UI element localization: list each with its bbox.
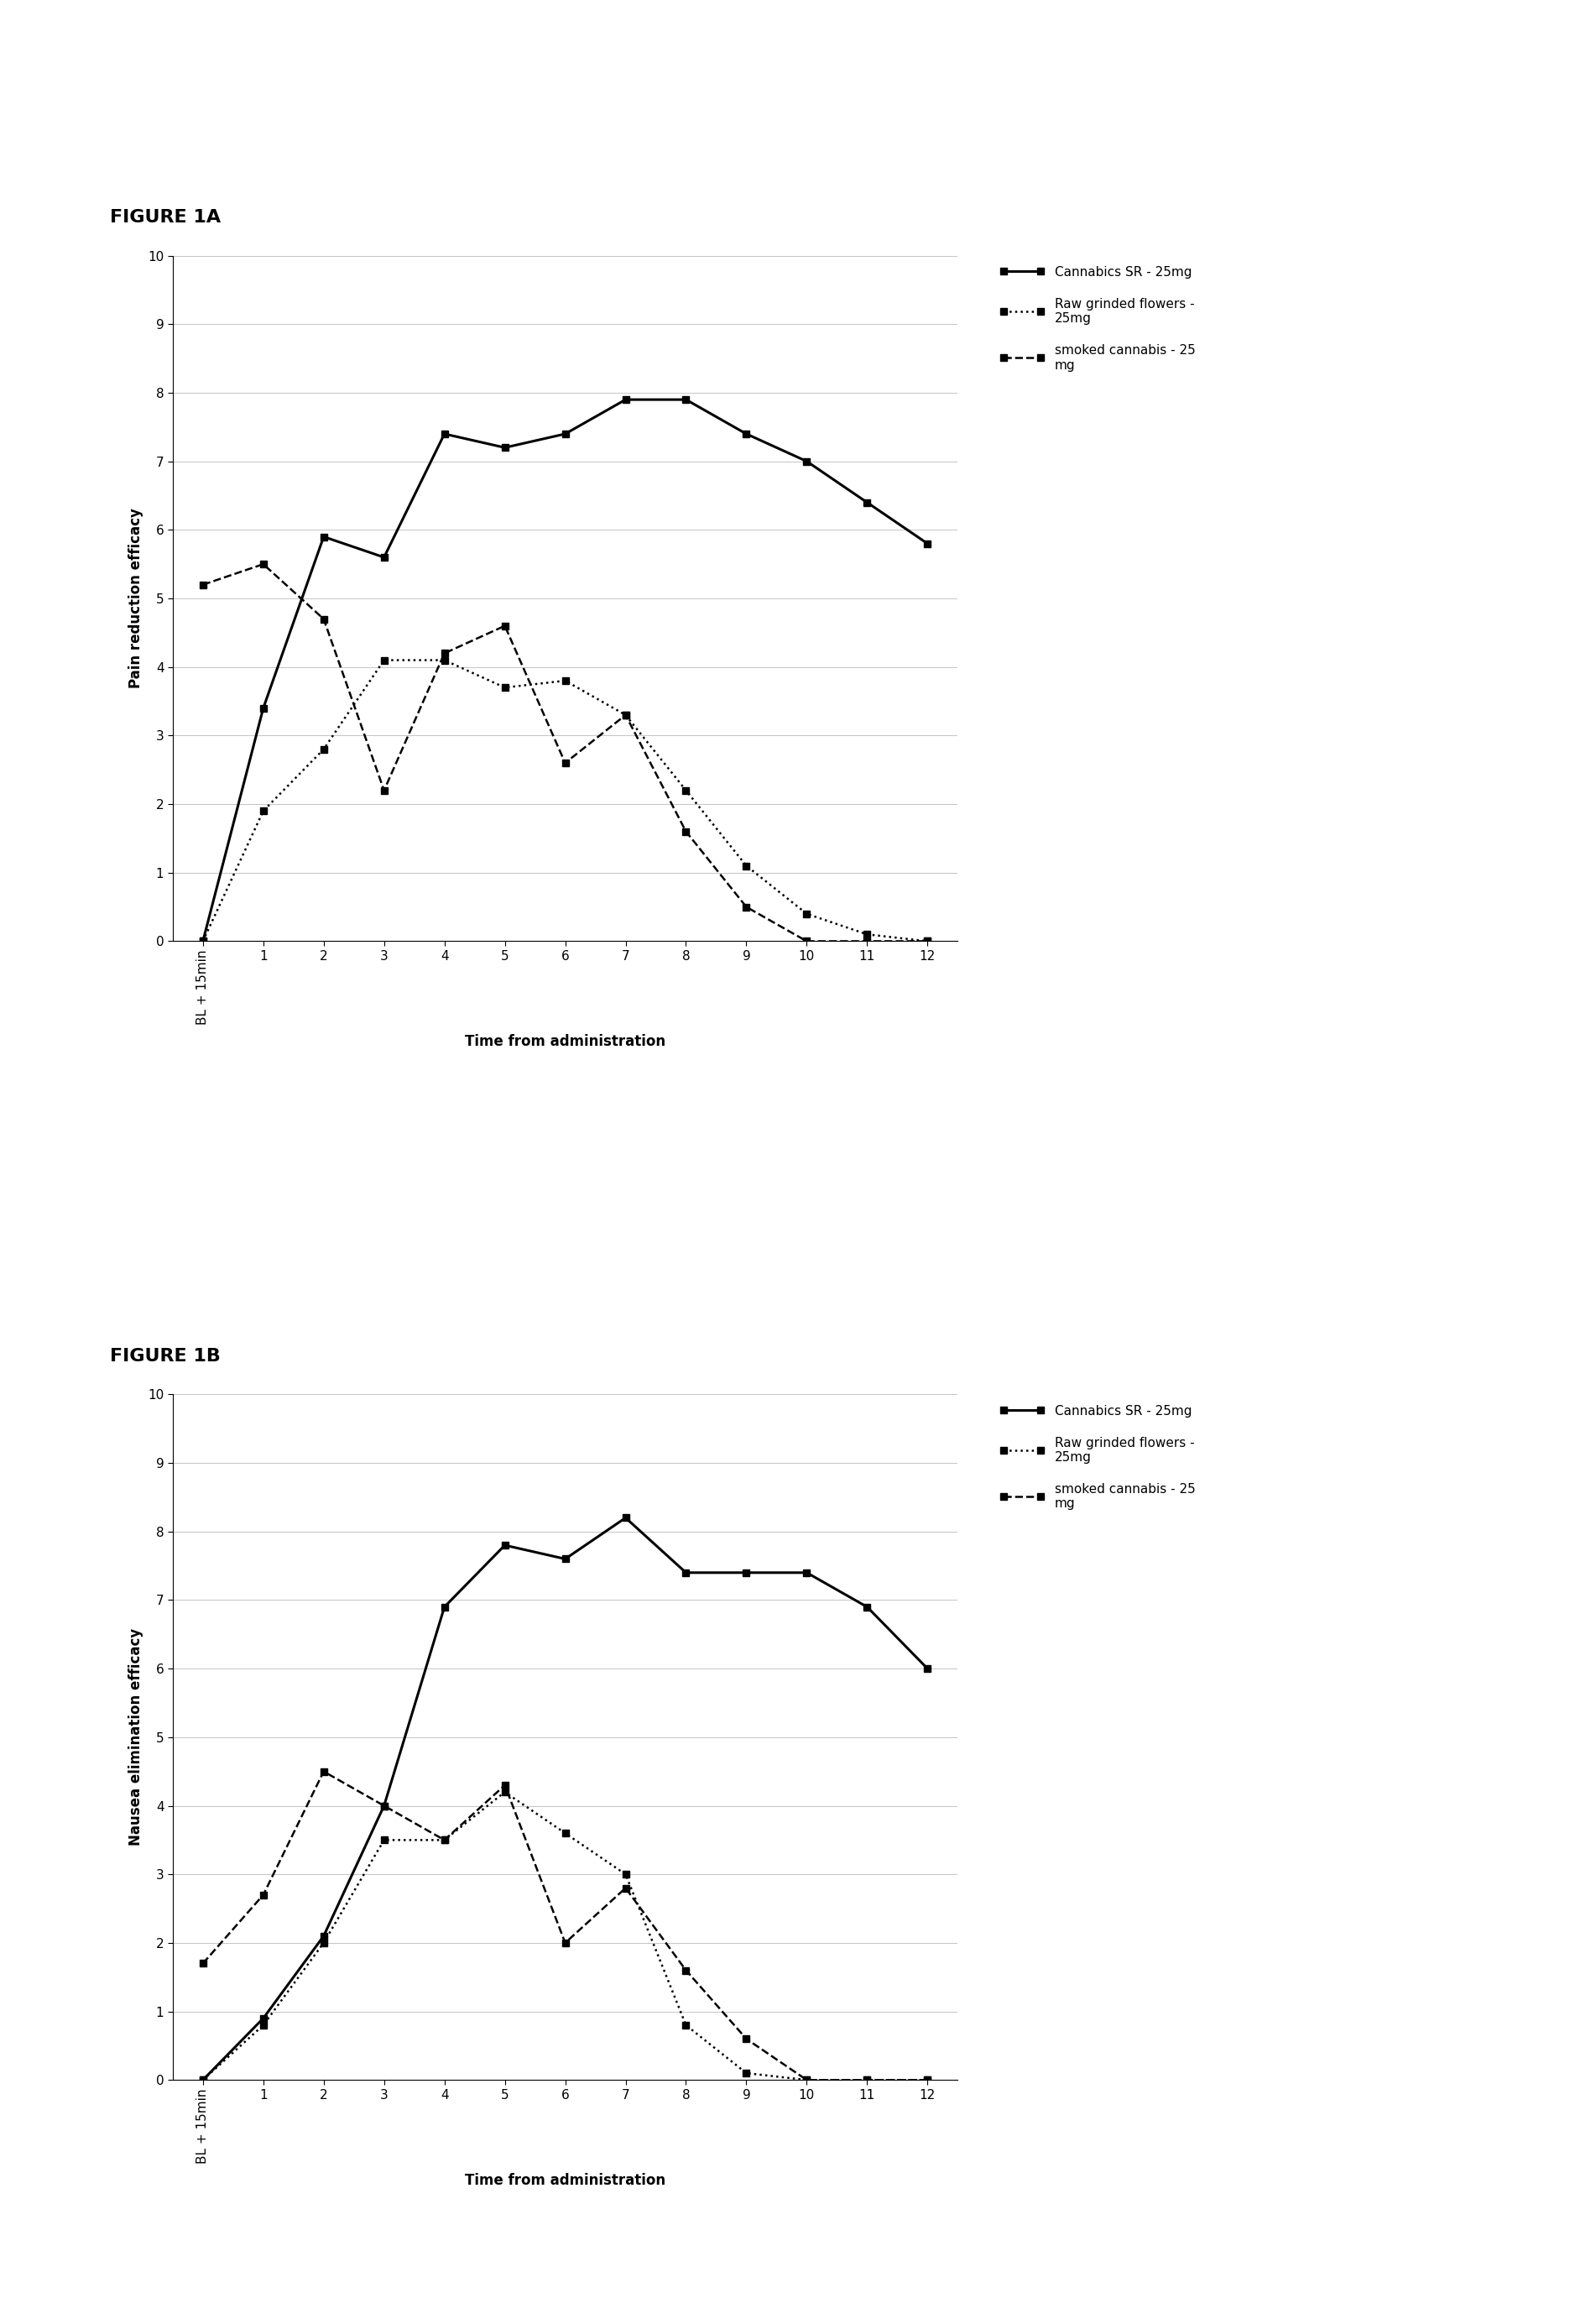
Line: smoked cannabis - 25
mg: smoked cannabis - 25 mg	[199, 560, 931, 946]
Raw grinded flowers -
25mg	[193, 2066, 212, 2094]
smoked cannabis - 25
mg	[193, 572, 212, 600]
Cannabics SR - 25mg	[556, 421, 575, 449]
Cannabics SR - 25mg	[314, 1922, 333, 1950]
Raw grinded flowers -
25mg	[254, 797, 273, 825]
Legend: Cannabics SR - 25mg, Raw grinded flowers -
25mg, smoked cannabis - 25
mg: Cannabics SR - 25mg, Raw grinded flowers…	[995, 263, 1199, 374]
Raw grinded flowers -
25mg	[556, 667, 575, 695]
smoked cannabis - 25
mg	[798, 2066, 816, 2094]
smoked cannabis - 25
mg	[736, 892, 755, 920]
smoked cannabis - 25
mg	[615, 1873, 634, 1901]
Cannabics SR - 25mg	[677, 386, 696, 414]
Raw grinded flowers -
25mg	[556, 1820, 575, 1848]
Cannabics SR - 25mg	[193, 2066, 212, 2094]
Raw grinded flowers -
25mg	[254, 2010, 273, 2038]
smoked cannabis - 25
mg	[857, 2066, 876, 2094]
smoked cannabis - 25
mg	[435, 639, 454, 667]
Cannabics SR - 25mg	[918, 530, 937, 558]
smoked cannabis - 25
mg	[798, 927, 816, 955]
Line: smoked cannabis - 25
mg: smoked cannabis - 25 mg	[199, 1769, 931, 2085]
smoked cannabis - 25
mg	[615, 702, 634, 730]
Cannabics SR - 25mg	[435, 1592, 454, 1620]
smoked cannabis - 25
mg	[496, 611, 515, 639]
Raw grinded flowers -
25mg	[435, 1827, 454, 1855]
Raw grinded flowers -
25mg	[918, 927, 937, 955]
Raw grinded flowers -
25mg	[736, 2059, 755, 2087]
Raw grinded flowers -
25mg	[615, 1859, 634, 1887]
Y-axis label: Nausea elimination efficacy: Nausea elimination efficacy	[129, 1629, 143, 1845]
Line: Raw grinded flowers -
25mg: Raw grinded flowers - 25mg	[199, 658, 931, 946]
Raw grinded flowers -
25mg	[435, 646, 454, 674]
Raw grinded flowers -
25mg	[193, 927, 212, 955]
smoked cannabis - 25
mg	[254, 1880, 273, 1908]
X-axis label: Time from administration: Time from administration	[465, 2173, 666, 2189]
Raw grinded flowers -
25mg	[677, 2010, 696, 2038]
Cannabics SR - 25mg	[375, 1792, 394, 1820]
smoked cannabis - 25
mg	[677, 1957, 696, 1985]
smoked cannabis - 25
mg	[375, 776, 394, 804]
smoked cannabis - 25
mg	[314, 1757, 333, 1785]
smoked cannabis - 25
mg	[857, 927, 876, 955]
Cannabics SR - 25mg	[736, 421, 755, 449]
Cannabics SR - 25mg	[375, 544, 394, 572]
smoked cannabis - 25
mg	[496, 1771, 515, 1799]
Raw grinded flowers -
25mg	[375, 1827, 394, 1855]
Raw grinded flowers -
25mg	[496, 1778, 515, 1806]
Cannabics SR - 25mg	[556, 1545, 575, 1573]
Cannabics SR - 25mg	[615, 386, 634, 414]
Raw grinded flowers -
25mg	[615, 702, 634, 730]
Raw grinded flowers -
25mg	[857, 2066, 876, 2094]
Cannabics SR - 25mg	[677, 1559, 696, 1587]
Raw grinded flowers -
25mg	[496, 674, 515, 702]
Raw grinded flowers -
25mg	[918, 2066, 937, 2094]
Cannabics SR - 25mg	[435, 421, 454, 449]
Raw grinded flowers -
25mg	[798, 2066, 816, 2094]
smoked cannabis - 25
mg	[314, 604, 333, 632]
Cannabics SR - 25mg	[857, 1592, 876, 1620]
Cannabics SR - 25mg	[314, 523, 333, 551]
smoked cannabis - 25
mg	[556, 1929, 575, 1957]
Raw grinded flowers -
25mg	[314, 734, 333, 762]
Y-axis label: Pain reduction efficacy: Pain reduction efficacy	[129, 509, 143, 688]
smoked cannabis - 25
mg	[556, 748, 575, 776]
Raw grinded flowers -
25mg	[375, 646, 394, 674]
Text: FIGURE 1A: FIGURE 1A	[110, 209, 221, 225]
smoked cannabis - 25
mg	[918, 2066, 937, 2094]
smoked cannabis - 25
mg	[435, 1827, 454, 1855]
Cannabics SR - 25mg	[615, 1504, 634, 1532]
smoked cannabis - 25
mg	[736, 2024, 755, 2052]
X-axis label: Time from administration: Time from administration	[465, 1034, 666, 1050]
Legend: Cannabics SR - 25mg, Raw grinded flowers -
25mg, smoked cannabis - 25
mg: Cannabics SR - 25mg, Raw grinded flowers…	[995, 1401, 1199, 1513]
Cannabics SR - 25mg	[496, 1532, 515, 1559]
Raw grinded flowers -
25mg	[857, 920, 876, 948]
Cannabics SR - 25mg	[193, 927, 212, 955]
Line: Raw grinded flowers -
25mg: Raw grinded flowers - 25mg	[199, 1789, 931, 2085]
Cannabics SR - 25mg	[798, 449, 816, 476]
smoked cannabis - 25
mg	[193, 1950, 212, 1978]
Cannabics SR - 25mg	[798, 1559, 816, 1587]
Cannabics SR - 25mg	[918, 1655, 937, 1683]
Line: Cannabics SR - 25mg: Cannabics SR - 25mg	[199, 395, 931, 946]
smoked cannabis - 25
mg	[918, 927, 937, 955]
Text: FIGURE 1B: FIGURE 1B	[110, 1348, 220, 1364]
Cannabics SR - 25mg	[254, 695, 273, 723]
Raw grinded flowers -
25mg	[798, 899, 816, 927]
Raw grinded flowers -
25mg	[736, 853, 755, 881]
Line: Cannabics SR - 25mg: Cannabics SR - 25mg	[199, 1515, 931, 2085]
Cannabics SR - 25mg	[496, 435, 515, 462]
smoked cannabis - 25
mg	[375, 1792, 394, 1820]
Cannabics SR - 25mg	[736, 1559, 755, 1587]
Cannabics SR - 25mg	[254, 2003, 273, 2031]
Cannabics SR - 25mg	[857, 488, 876, 516]
Raw grinded flowers -
25mg	[677, 776, 696, 804]
smoked cannabis - 25
mg	[677, 818, 696, 846]
Raw grinded flowers -
25mg	[314, 1929, 333, 1957]
smoked cannabis - 25
mg	[254, 551, 273, 579]
